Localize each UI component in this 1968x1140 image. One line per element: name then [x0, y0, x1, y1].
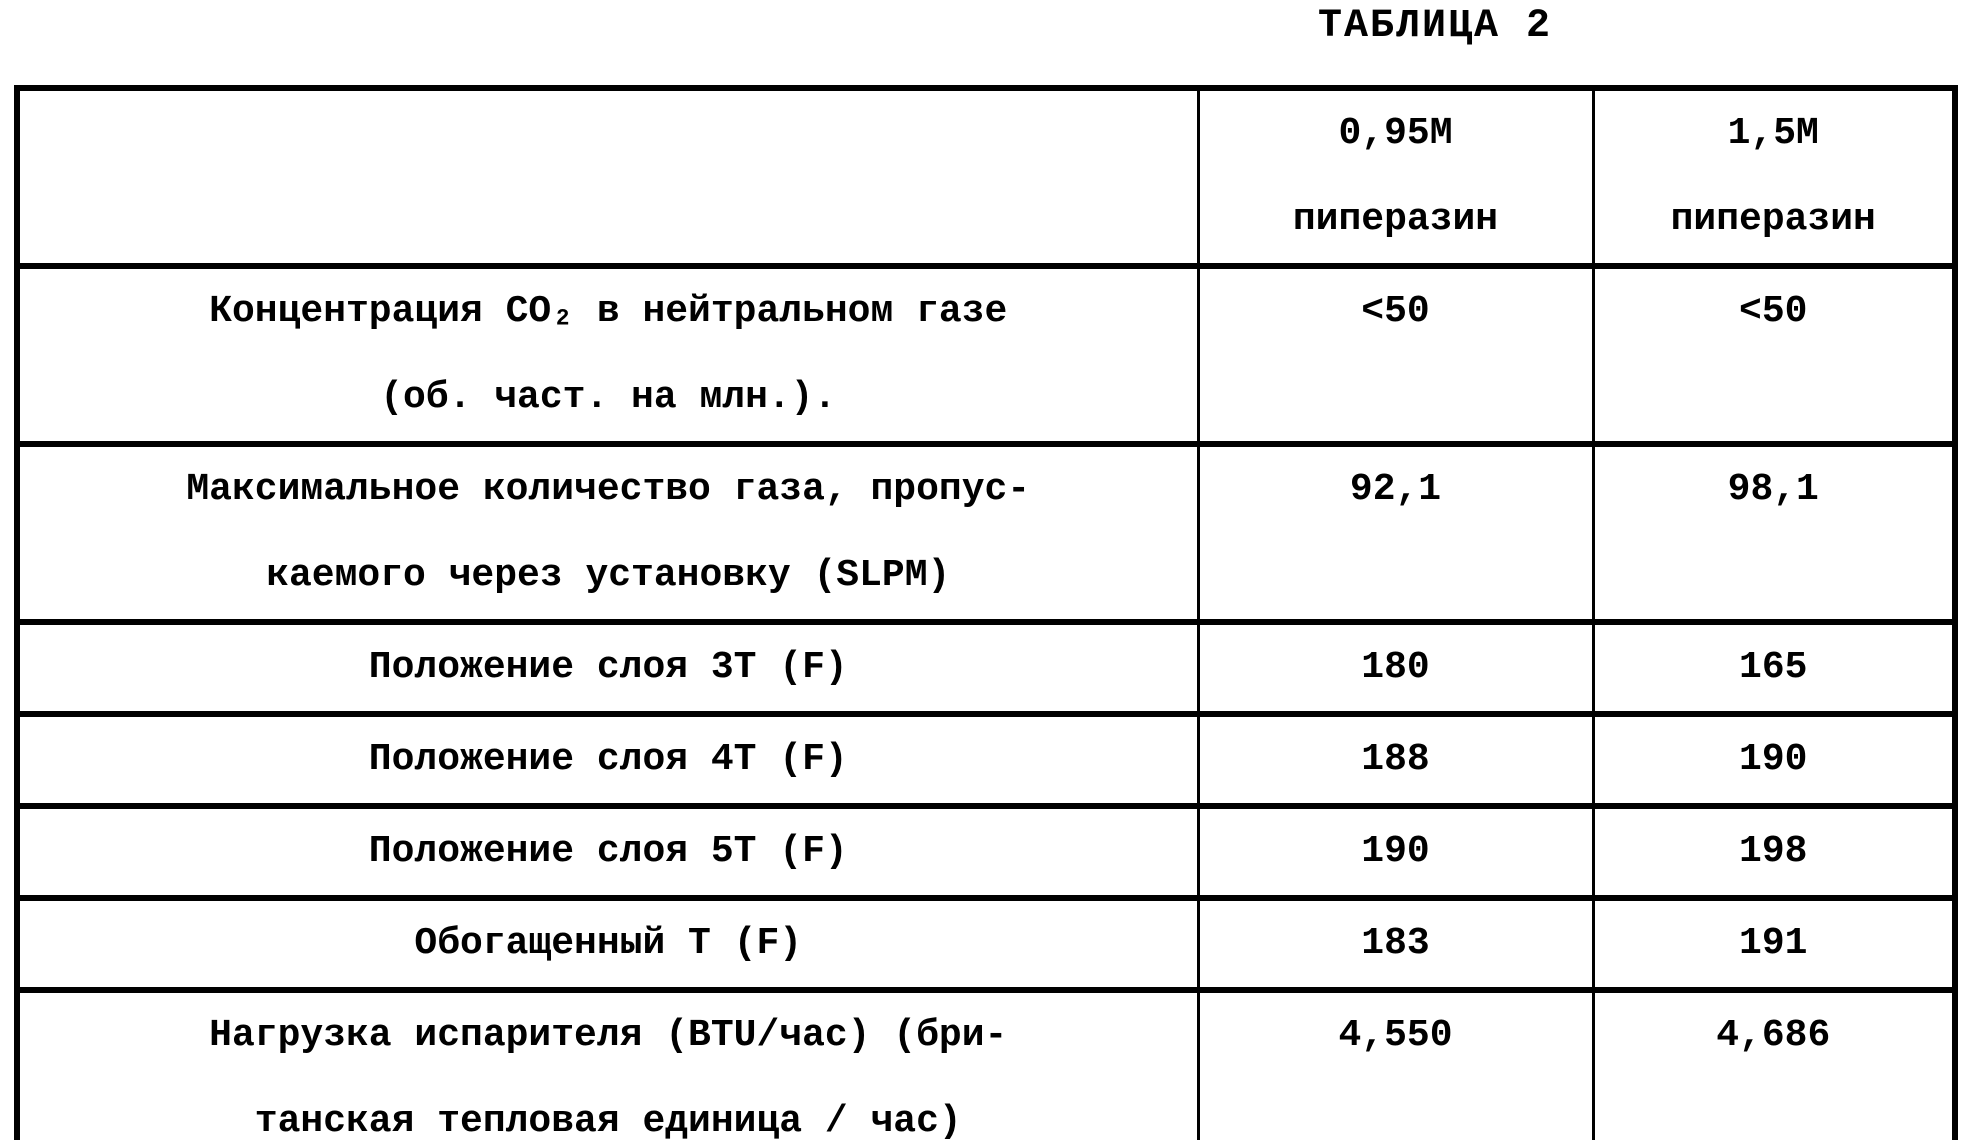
table-row-layer-3t: Положение слоя 3T (F) 180 165 — [15, 619, 1957, 717]
value: <50 — [1361, 290, 1430, 333]
row-label-line2: каемого через установку (SLPM) — [266, 554, 951, 597]
value-cell: 4,550 — [1196, 987, 1595, 1140]
header-empty-cell — [15, 85, 1200, 269]
row-label-line1: Максимальное количество газа, пропус- — [186, 468, 1031, 511]
header-col2-substance: пиперазин — [1670, 198, 1876, 241]
row-label: Положение слоя 3T (F) — [15, 619, 1200, 717]
value: 180 — [1361, 646, 1430, 689]
row-label: Положение слоя 4T (F) — [15, 711, 1200, 809]
value-cell: 183 — [1196, 895, 1595, 993]
value: 4,686 — [1716, 1014, 1831, 1057]
value-cell: 188 — [1196, 711, 1595, 809]
table-row-max-gas: Максимальное количество газа, пропус- ка… — [15, 441, 1957, 625]
table-caption: ТАБЛИЦА 2 — [1318, 4, 1553, 49]
value: 188 — [1361, 738, 1430, 781]
value-cell: 198 — [1591, 803, 1957, 901]
value: 190 — [1739, 738, 1808, 781]
data-table: 0,95M пиперазин 1,5M пиперазин Концентра… — [14, 85, 1958, 1140]
row-label-line1: Обогащенный T (F) — [414, 922, 803, 965]
value-cell: 92,1 — [1196, 441, 1595, 625]
value: 190 — [1361, 830, 1430, 873]
value: 98,1 — [1727, 468, 1819, 511]
value-cell: 165 — [1591, 619, 1957, 717]
row-label-line2: (об. част. на млн.). — [380, 376, 837, 419]
row-label-line1: Положение слоя 5T (F) — [368, 830, 848, 873]
header-col-0-95m: 0,95M пиперазин — [1196, 85, 1595, 269]
row-label-line1: Положение слоя 3T (F) — [368, 646, 848, 689]
row-label-line1: Положение слоя 4T (F) — [368, 738, 848, 781]
value: 165 — [1739, 646, 1808, 689]
table-row-enriched-t: Обогащенный T (F) 183 191 — [15, 895, 1957, 993]
table-row-layer-5t: Положение слоя 5T (F) 190 198 — [15, 803, 1957, 901]
header-col-1-5m: 1,5M пиперазин — [1591, 85, 1957, 269]
value-cell: <50 — [1196, 263, 1595, 447]
value-cell: 4,686 — [1591, 987, 1957, 1140]
table-header-row: 0,95M пиперазин 1,5M пиперазин — [15, 85, 1957, 269]
header-col2-concentration: 1,5M — [1727, 112, 1819, 155]
row-label-line1: Нагрузка испарителя (BTU/час) (бри- — [209, 1014, 1008, 1057]
value-cell: <50 — [1591, 263, 1957, 447]
row-label-line1: Концентрация CO₂ в нейтральном газе — [209, 290, 1008, 333]
value: 92,1 — [1349, 468, 1442, 511]
value-cell: 180 — [1196, 619, 1595, 717]
table-row-co2-concentration: Концентрация CO₂ в нейтральном газе (об.… — [15, 263, 1957, 447]
row-label: Положение слоя 5T (F) — [15, 803, 1200, 901]
table-row-layer-4t: Положение слоя 4T (F) 188 190 — [15, 711, 1957, 809]
value: 4,550 — [1338, 1014, 1453, 1057]
header-col1-substance: пиперазин — [1292, 198, 1499, 241]
row-label: Концентрация CO₂ в нейтральном газе (об.… — [15, 263, 1200, 447]
row-label-line2: танская тепловая единица / час) — [254, 1100, 962, 1140]
value: <50 — [1739, 290, 1808, 333]
value-cell: 190 — [1196, 803, 1595, 901]
value-cell: 190 — [1591, 711, 1957, 809]
row-label: Максимальное количество газа, пропус- ка… — [15, 441, 1200, 625]
row-label: Обогащенный T (F) — [15, 895, 1200, 993]
value: 191 — [1739, 922, 1808, 965]
value: 198 — [1739, 830, 1808, 873]
value: 183 — [1361, 922, 1430, 965]
value-cell: 191 — [1591, 895, 1957, 993]
value-cell: 98,1 — [1591, 441, 1957, 625]
table-row-evaporator-load: Нагрузка испарителя (BTU/час) (бри- танс… — [15, 987, 1957, 1140]
header-col1-concentration: 0,95M — [1338, 112, 1453, 155]
row-label: Нагрузка испарителя (BTU/час) (бри- танс… — [15, 987, 1200, 1140]
